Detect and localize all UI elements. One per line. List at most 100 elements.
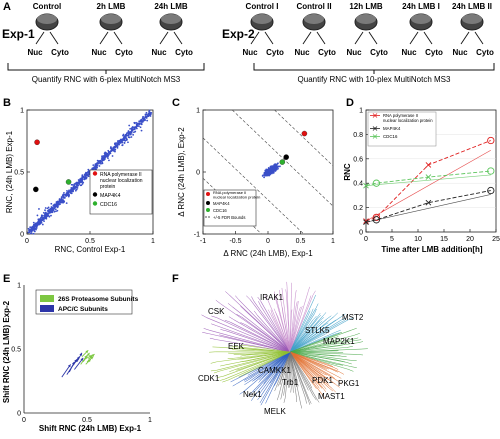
scatter-point: [140, 123, 143, 126]
panel-e-xtick-label: 0: [22, 417, 26, 424]
scatter-point: [139, 122, 142, 125]
kinome-twig: [339, 320, 345, 324]
series-marker-o: [372, 216, 381, 224]
kinome-twig: [253, 388, 258, 394]
scatter-point: [36, 221, 39, 224]
scatter-point: [128, 124, 131, 127]
kinome-twig: [307, 286, 310, 292]
exp2-arrow-nuc-0: [250, 31, 260, 45]
scatter-point: [129, 131, 132, 134]
kinome-twig: [220, 329, 227, 332]
legend-label: CDC16: [383, 134, 398, 139]
shift-arrow-head: [86, 352, 90, 356]
kinome-twig: [251, 396, 255, 401]
scatter-point: [270, 165, 272, 168]
exp2-cyto-label-0: Cyto: [266, 48, 284, 57]
scatter-point: [136, 125, 138, 128]
panel-d-xtick-label: 0: [364, 236, 368, 243]
kinome-twig: [227, 303, 233, 307]
legend-label: RNA polymerase II: [213, 190, 246, 195]
kinome-twig: [244, 378, 250, 383]
kinome-twig: [311, 308, 314, 314]
kinome-twig: [357, 341, 364, 344]
kinome-twig: [323, 322, 329, 326]
kinome-twig: [298, 306, 301, 312]
kinome-twig: [260, 400, 264, 406]
scatter-point: [66, 193, 68, 196]
scatter-point: [104, 156, 106, 159]
scatter-point: [103, 158, 106, 161]
scatter-point: [28, 229, 30, 232]
panel-e-xlabel: Shift RNC (24h LMB) Exp-1: [39, 424, 142, 433]
exp2-arrow-nuc-2: [354, 31, 364, 45]
panel-d-series: [363, 136, 495, 226]
scatter-point: [121, 141, 124, 144]
scatter-point: [35, 227, 38, 230]
scatter-point: [74, 189, 77, 192]
scatter-point: [123, 141, 126, 144]
scatter-point: [100, 158, 103, 160]
exp2-label: Exp-2: [222, 27, 255, 41]
scatter-point: [40, 221, 43, 224]
scatter-point: [267, 172, 270, 175]
exp1-arrow-nuc-0: [35, 31, 45, 45]
kinome-twig: [276, 395, 280, 401]
legend-label: MAP4K4: [100, 193, 121, 199]
scatter-point: [30, 232, 33, 234]
kinase-label: MELK: [264, 407, 286, 416]
panel-d-xtick-label: 20: [466, 236, 474, 243]
scatter-point: [279, 165, 281, 168]
scatter-point: [38, 219, 40, 222]
kinome-twig: [297, 301, 299, 307]
exp2-dish-top-3: [411, 14, 431, 24]
scatter-point: [75, 188, 78, 191]
kinome-twig: [274, 291, 276, 297]
panel-d-legend-box: [367, 111, 437, 147]
scatter-point: [56, 205, 59, 208]
legend-label: nuclear localization protein: [213, 195, 260, 200]
panel-b-highlights: [33, 139, 72, 193]
kinome-twig: [219, 378, 226, 381]
kinase-label: MAST1: [318, 392, 345, 401]
kinome-twig: [308, 398, 312, 404]
scatter-point: [33, 223, 35, 226]
scatter-point: [60, 199, 62, 202]
scatter-point: [55, 210, 57, 213]
kinome-twig: [235, 295, 239, 300]
kinome-twig: [352, 337, 359, 340]
kinome-tree: [201, 281, 368, 409]
legend-label: CDC16: [100, 202, 117, 208]
scatter-point: [29, 226, 32, 229]
scatter-point: [149, 111, 151, 114]
kinome-twig: [247, 372, 253, 376]
scatter-point: [73, 186, 75, 189]
scatter-point: [119, 140, 122, 142]
panel-c-ticks: -1 -0.5 0 0.5 1 -1 0 1: [194, 108, 335, 246]
legend-marker: [92, 192, 98, 197]
panel-c-highlights: [279, 130, 308, 165]
scatter-point: [105, 153, 108, 155]
panel-c-ytick-label: 1: [196, 108, 200, 115]
scatter-point: [108, 152, 111, 154]
series-line: [365, 170, 491, 187]
exp2-cyto-label-3: Cyto: [425, 48, 443, 57]
scatter-point: [148, 114, 151, 117]
scatter-point: [274, 164, 277, 167]
exp1-nuc-label-1: Nuc: [91, 48, 107, 57]
series-marker-o: [487, 167, 495, 175]
scatter-point: [263, 176, 265, 179]
kinome-twig: [209, 337, 216, 340]
scatter-point: [36, 223, 39, 226]
scatter-point: [127, 130, 130, 132]
scatter-point: [145, 111, 148, 114]
shift-arrow-head: [80, 357, 84, 361]
panel-b-ticks: 0 0.5 1 0 0.5 1: [14, 108, 155, 246]
scatter-point: [266, 170, 269, 173]
kinome-twig: [231, 345, 238, 348]
scatter-point: [81, 174, 84, 177]
kinome-twig: [321, 394, 326, 399]
panel-d-frame: [365, 109, 497, 233]
scatter-point: [62, 199, 65, 202]
